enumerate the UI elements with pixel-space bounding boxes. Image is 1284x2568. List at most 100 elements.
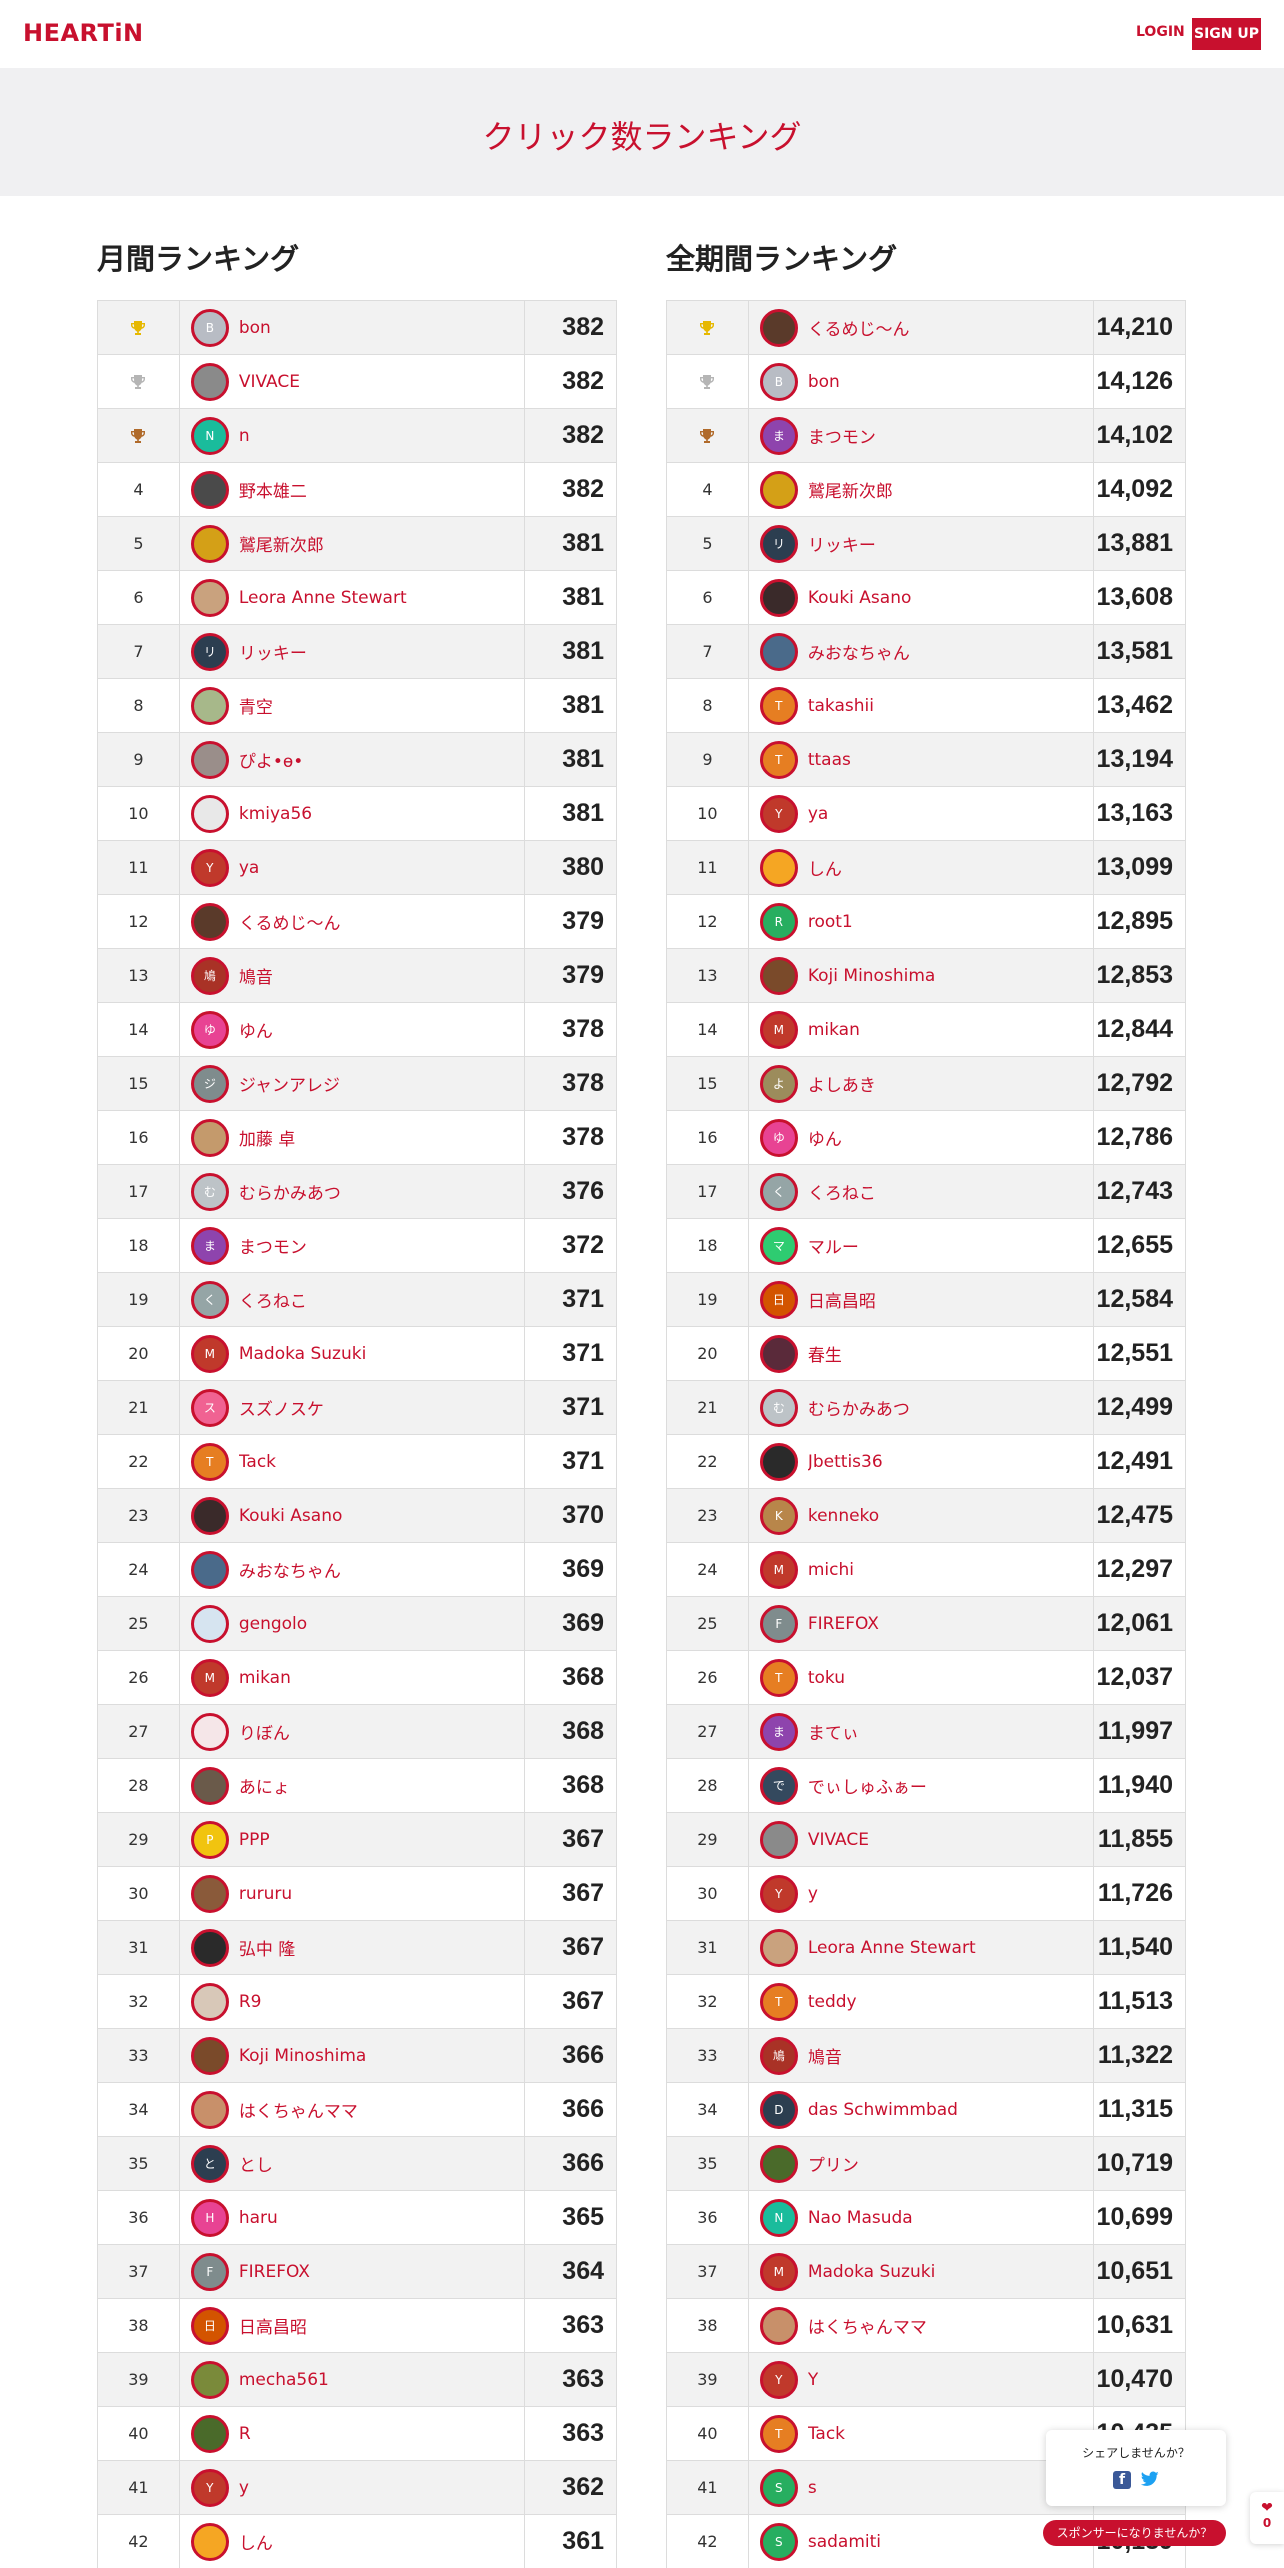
avatar[interactable]: M (759, 2252, 798, 2291)
user-name-link[interactable]: ゆん (807, 1130, 842, 1150)
user-name-link[interactable]: Y (807, 2369, 819, 2390)
avatar[interactable] (759, 2306, 798, 2345)
user-cell[interactable]: はくちゃんママ (749, 2299, 1095, 2352)
avatar[interactable] (190, 686, 229, 725)
user-name-link[interactable]: しん (238, 2534, 273, 2554)
user-name-link[interactable]: まつモン (238, 1238, 307, 1258)
user-cell[interactable]: 鳩鳩音 (749, 2029, 1095, 2082)
avatar[interactable]: N (190, 416, 229, 455)
user-cell[interactable]: ジジャンアレジ (180, 1057, 526, 1110)
user-name-link[interactable]: FIREFOX (238, 2261, 310, 2282)
avatar[interactable]: 日 (759, 1280, 798, 1319)
user-name-link[interactable]: sadamiti (807, 2531, 881, 2552)
avatar[interactable] (190, 470, 229, 509)
user-name-link[interactable]: root1 (807, 911, 853, 932)
user-name-link[interactable]: teddy (807, 1991, 857, 2012)
user-name-link[interactable]: 春生 (807, 1346, 842, 1366)
user-cell[interactable]: ままてぃ (749, 1705, 1095, 1758)
avatar[interactable]: B (190, 308, 229, 347)
avatar[interactable] (190, 362, 229, 401)
user-name-link[interactable]: くろねこ (238, 1292, 307, 1312)
user-name-link[interactable]: あにょ (238, 1778, 290, 1798)
avatar[interactable]: M (759, 1010, 798, 1049)
user-cell[interactable]: ゆゆん (180, 1003, 526, 1056)
user-cell[interactable]: P PPP (180, 1813, 526, 1866)
user-name-link[interactable]: VIVACE (238, 371, 300, 392)
user-name-link[interactable]: プリン (807, 2156, 859, 2176)
user-name-link[interactable]: とし (238, 2156, 273, 2176)
user-cell[interactable]: ぴよ•ө• (180, 733, 526, 786)
user-cell[interactable]: ゆゆん (749, 1111, 1095, 1164)
user-cell[interactable]: むむらかみあつ (180, 1165, 526, 1218)
avatar[interactable] (190, 2522, 229, 2561)
avatar[interactable] (759, 956, 798, 995)
user-cell[interactable]: ママルー (749, 1219, 1095, 1272)
user-name-link[interactable]: むらかみあつ (807, 1400, 910, 1420)
user-name-link[interactable]: PPP (238, 1829, 270, 1850)
avatar[interactable] (759, 1334, 798, 1373)
user-name-link[interactable]: Madoka Suzuki (238, 1343, 367, 1364)
avatar[interactable]: マ (759, 1226, 798, 1265)
user-cell[interactable]: くるめじ～ん (749, 301, 1095, 354)
user-cell[interactable]: 春生 (749, 1327, 1095, 1380)
avatar[interactable]: む (759, 1388, 798, 1427)
user-cell[interactable]: mecha561 (180, 2353, 526, 2406)
user-cell[interactable]: Koji Minoshima (749, 949, 1095, 1002)
user-name-link[interactable]: Leora Anne Stewart (807, 1937, 976, 1958)
user-name-link[interactable]: kmiya56 (238, 803, 313, 824)
avatar[interactable] (190, 2036, 229, 2075)
user-cell[interactable]: ままつモン (180, 1219, 526, 1272)
user-cell[interactable]: くるめじ～ん (180, 895, 526, 948)
user-cell[interactable]: くくろねこ (749, 1165, 1095, 1218)
avatar[interactable]: T (759, 686, 798, 725)
avatar[interactable]: 鳩 (190, 956, 229, 995)
user-name-link[interactable]: よしあき (807, 1076, 876, 1096)
avatar[interactable]: で (759, 1766, 798, 1805)
user-name-link[interactable]: toku (807, 1667, 846, 1688)
user-name-link[interactable]: ttaas (807, 749, 851, 770)
user-name-link[interactable]: でぃしゅふぁー (807, 1778, 927, 1798)
user-cell[interactable]: Jbettis36 (749, 1435, 1095, 1488)
user-name-link[interactable]: Tack (238, 1451, 277, 1472)
avatar[interactable] (759, 1820, 798, 1859)
user-cell[interactable]: よよしあき (749, 1057, 1095, 1110)
avatar[interactable]: M (759, 1550, 798, 1589)
user-name-link[interactable]: michi (807, 1559, 854, 1580)
user-name-link[interactable]: ぴよ•ө• (238, 752, 304, 772)
user-name-link[interactable]: くろねこ (807, 1184, 876, 1204)
user-cell[interactable]: Leora Anne Stewart (749, 1921, 1095, 1974)
avatar[interactable] (190, 902, 229, 941)
user-cell[interactable]: VIVACE (180, 355, 526, 408)
user-name-link[interactable]: りぼん (238, 1724, 290, 1744)
avatar[interactable]: Y (190, 2468, 229, 2507)
user-name-link[interactable]: はくちゃんママ (807, 2318, 927, 2338)
user-cell[interactable]: リリッキー (749, 517, 1095, 570)
user-name-link[interactable]: Tack (807, 2423, 846, 2444)
user-cell[interactable]: rururu (180, 1867, 526, 1920)
user-name-link[interactable]: bon (807, 371, 840, 392)
avatar[interactable] (190, 1118, 229, 1157)
avatar[interactable] (759, 1442, 798, 1481)
user-name-link[interactable]: takashii (807, 695, 874, 716)
user-cell[interactable]: ススズノスケ (180, 1381, 526, 1434)
facebook-icon[interactable]: f (1113, 2471, 1131, 2489)
user-cell[interactable]: あにょ (180, 1759, 526, 1812)
user-cell[interactable]: ままつモン (749, 409, 1095, 462)
avatar[interactable]: N (759, 2198, 798, 2237)
avatar[interactable]: M (190, 1334, 229, 1373)
avatar[interactable]: D (759, 2090, 798, 2129)
avatar[interactable]: Y (759, 2360, 798, 2399)
avatar[interactable]: Y (759, 794, 798, 833)
user-cell[interactable]: F FIREFOX (749, 1597, 1095, 1650)
user-name-link[interactable]: くるめじ～ん (238, 914, 341, 934)
user-name-link[interactable]: s (807, 2477, 817, 2498)
avatar[interactable]: ス (190, 1388, 229, 1427)
user-cell[interactable]: りぼん (180, 1705, 526, 1758)
